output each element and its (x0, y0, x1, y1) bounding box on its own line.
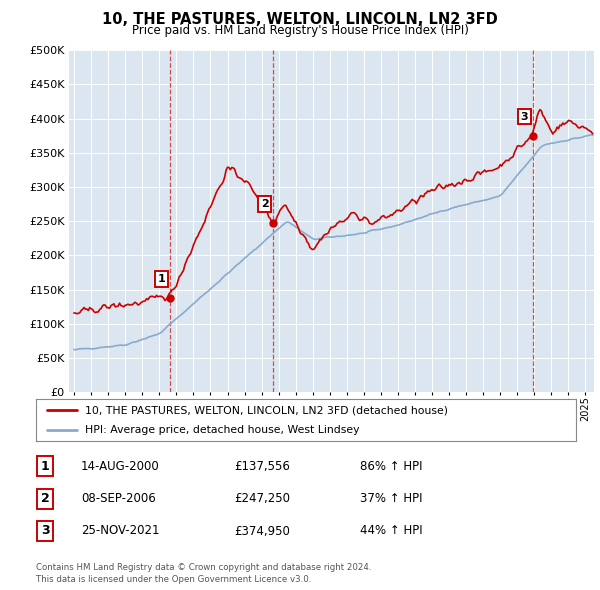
Text: This data is licensed under the Open Government Licence v3.0.: This data is licensed under the Open Gov… (36, 575, 311, 584)
Text: 25-NOV-2021: 25-NOV-2021 (81, 525, 160, 537)
Text: Price paid vs. HM Land Registry's House Price Index (HPI): Price paid vs. HM Land Registry's House … (131, 24, 469, 37)
Text: £137,556: £137,556 (234, 460, 290, 473)
Text: 14-AUG-2000: 14-AUG-2000 (81, 460, 160, 473)
Text: £374,950: £374,950 (234, 525, 290, 537)
Text: HPI: Average price, detached house, West Lindsey: HPI: Average price, detached house, West… (85, 425, 359, 435)
Text: 3: 3 (520, 112, 528, 122)
Text: 10, THE PASTURES, WELTON, LINCOLN, LN2 3FD (detached house): 10, THE PASTURES, WELTON, LINCOLN, LN2 3… (85, 405, 448, 415)
Text: 08-SEP-2006: 08-SEP-2006 (81, 492, 156, 505)
Text: 10, THE PASTURES, WELTON, LINCOLN, LN2 3FD: 10, THE PASTURES, WELTON, LINCOLN, LN2 3… (102, 12, 498, 27)
Text: 2: 2 (41, 492, 49, 505)
Text: 2: 2 (261, 199, 269, 209)
Text: 37% ↑ HPI: 37% ↑ HPI (360, 492, 422, 505)
Text: 86% ↑ HPI: 86% ↑ HPI (360, 460, 422, 473)
Text: £247,250: £247,250 (234, 492, 290, 505)
Text: Contains HM Land Registry data © Crown copyright and database right 2024.: Contains HM Land Registry data © Crown c… (36, 563, 371, 572)
Text: 44% ↑ HPI: 44% ↑ HPI (360, 525, 422, 537)
Text: 1: 1 (41, 460, 49, 473)
Text: 3: 3 (41, 525, 49, 537)
Text: 1: 1 (157, 274, 165, 284)
